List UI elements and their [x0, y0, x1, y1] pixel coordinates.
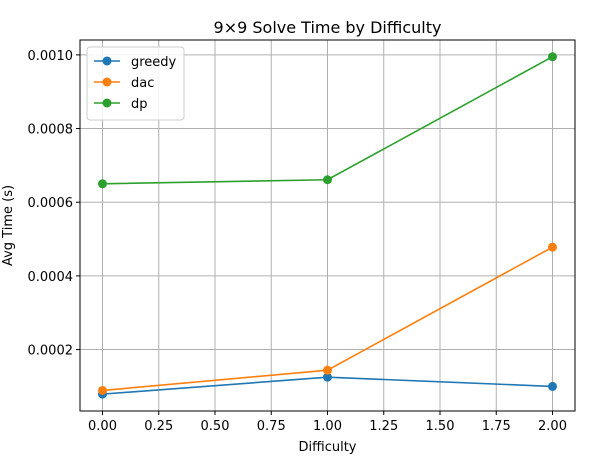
x-tick-label: 1.00 [313, 419, 342, 434]
dac-point [98, 385, 107, 395]
x-tick-label: 0.75 [257, 419, 286, 434]
y-tick-label: 0.0008 [28, 123, 74, 138]
legend-marker-dac [102, 77, 112, 87]
x-axis-label: Difficulty [299, 440, 357, 455]
legend: greedy dac dp [86, 46, 185, 121]
legend-marker-dp [102, 98, 112, 108]
y-tick-label: 0.0010 [28, 49, 74, 64]
greedy-point [548, 381, 557, 391]
dp-point [323, 175, 332, 185]
dp-point [548, 52, 557, 62]
x-tick-label: 0.50 [201, 419, 230, 434]
chart-title: 9×9 Solve Time by Difficulty [214, 18, 442, 37]
legend-label-dac: dac [131, 76, 154, 91]
y-axis: 0.0002 0.0004 0.0006 0.0008 0.0010 [28, 49, 80, 359]
y-tick-label: 0.0006 [28, 196, 74, 211]
x-tick-label: 0.25 [144, 419, 173, 434]
x-tick-label: 2.00 [538, 419, 567, 434]
x-axis: 0.00 0.25 0.50 0.75 1.00 1.25 1.50 1.75 2.00 [88, 411, 567, 434]
y-axis-label: Avg Time (s) [1, 185, 16, 266]
x-tick-label: 0.00 [88, 419, 117, 434]
dac-point [323, 365, 332, 375]
legend-marker-greedy [102, 56, 112, 66]
grid [80, 40, 575, 411]
greedy-point [323, 372, 332, 382]
legend-label-dp: dp [131, 97, 148, 112]
x-tick-label: 1.75 [482, 419, 511, 434]
y-tick-label: 0.0002 [28, 344, 74, 359]
x-tick-label: 1.25 [369, 419, 398, 434]
legend-label-greedy: greedy [131, 55, 177, 70]
dp-point [98, 179, 107, 189]
y-tick-label: 0.0004 [28, 270, 74, 285]
series-layer [98, 52, 557, 399]
x-tick-label: 1.50 [426, 419, 455, 434]
dac-point [548, 242, 557, 252]
